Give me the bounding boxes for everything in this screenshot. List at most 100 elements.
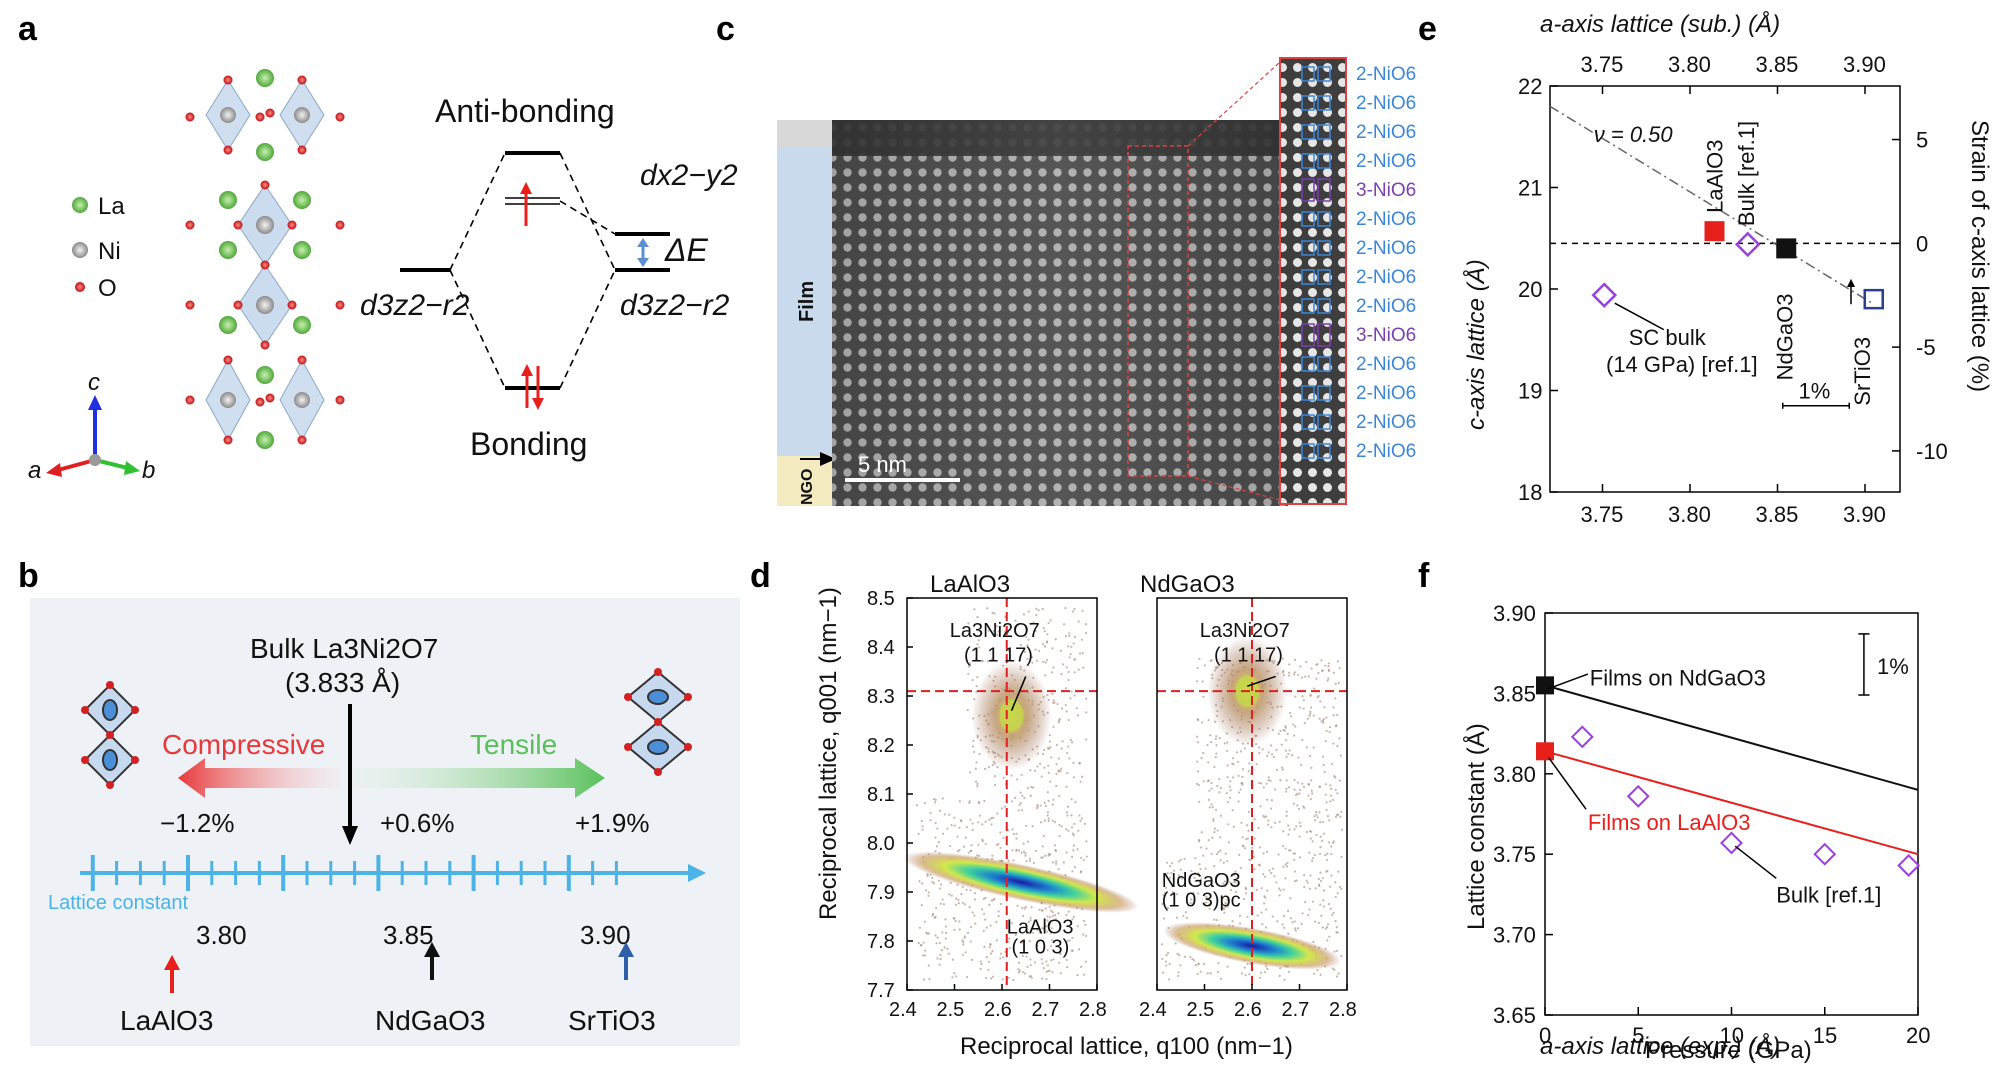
rsm-speckle: [1012, 832, 1015, 836]
rsm-speckle: [1044, 925, 1048, 928]
rsm-speckle: [932, 882, 936, 885]
rsm-speckle: [1061, 663, 1065, 666]
rsm-speckle: [1069, 697, 1072, 700]
tick-380: 3.80: [196, 920, 247, 950]
rsm-speckle: [1022, 842, 1025, 845]
rsm-speckle: [1320, 914, 1323, 917]
rsm-speckle: [1082, 933, 1085, 936]
rsm-lao: 2.4 2.5 2.6 2.7 2.8 7.7 7.8 7.9 8.0 8.1 8.2 8.3 8.4 8…: [867, 588, 1139, 1021]
rsm-speckle: [1269, 744, 1273, 747]
rsm-speckle: [999, 957, 1002, 960]
rsm-speckle: [1198, 840, 1201, 843]
rsm-speckle: [1226, 764, 1229, 767]
rsm-speckle: [1036, 803, 1039, 807]
rsm-speckle: [1015, 832, 1018, 835]
rsm-speckle: [1202, 962, 1206, 966]
atom-legend: La Ni O: [72, 193, 125, 302]
rsm-speckle: [1052, 861, 1055, 864]
y-tick-label: 8.3: [867, 686, 895, 708]
rsm-speckle: [984, 976, 988, 980]
rsm-speckle: [1166, 951, 1170, 955]
panel-label-f: f: [1418, 557, 1430, 595]
layer-box: [1317, 153, 1331, 169]
rsm-speckle: [968, 906, 971, 909]
rsm-speckle: [1208, 789, 1211, 792]
rsm-speckle: [1067, 645, 1070, 648]
rsm-speckle: [1258, 781, 1261, 784]
rsm-speckle: [941, 931, 944, 934]
substrate-label: NGO: [799, 469, 816, 505]
rsm-speckle: [1207, 798, 1211, 801]
rsm-speckle: [1002, 956, 1005, 959]
rsm-speckle: [1018, 969, 1021, 972]
rsm-speckle: [1165, 954, 1168, 957]
rsm-speckle: [1035, 613, 1038, 617]
rsm-speckle: [923, 954, 927, 957]
rsm-speckle: [1316, 969, 1319, 972]
x-top-tick-label: 3.75: [1581, 52, 1624, 77]
rsm-speckle: [1032, 861, 1035, 865]
rsm-speckle: [1236, 904, 1240, 907]
rsm-speckle: [1071, 870, 1074, 873]
rsm-speckle: [989, 942, 992, 946]
rsm-speckle: [955, 903, 958, 907]
rsm-speckle: [1196, 741, 1200, 744]
rsm-speckle: [1260, 971, 1263, 974]
rsm-speckle: [1073, 694, 1076, 697]
rsm-speckle: [992, 629, 996, 633]
rsm-speckle: [1242, 844, 1245, 847]
rsm-speckle: [1324, 927, 1327, 930]
rsm-speckle: [1017, 809, 1020, 812]
rsm-speckle: [1293, 734, 1296, 737]
rsm-speckle: [943, 813, 946, 816]
rsm-speckle: [934, 836, 937, 839]
rsm-speckle: [1339, 754, 1343, 757]
rsm-speckle: [1024, 854, 1027, 857]
rsm-speckle: [951, 976, 954, 979]
rsm-speckle: [1285, 755, 1288, 758]
rsm-speckle: [1033, 769, 1036, 772]
rsm-speckle: [1226, 860, 1229, 863]
rsm-speckle: [1234, 880, 1237, 883]
film-peak-label: La3Ni2O7: [1200, 620, 1290, 642]
rsm-speckle: [1024, 905, 1027, 908]
rsm-speckle: [1289, 711, 1292, 715]
rsm-speckle: [1293, 778, 1296, 782]
rsm-speckle: [1050, 671, 1054, 674]
rsm-speckle: [953, 917, 956, 920]
rsm-speckle: [1210, 740, 1213, 744]
y-tick-label: 18: [1518, 480, 1542, 505]
rsm-speckle: [1336, 892, 1339, 895]
rsm-speckle: [1051, 971, 1054, 974]
rsm-speckle: [1031, 661, 1034, 664]
rsm-speckle: [999, 952, 1003, 955]
e-xlabel: a-axis lattice (exp.) (Å): [1540, 1032, 1780, 1060]
rsm-speckle: [1172, 877, 1176, 881]
rsm-speckle: [1078, 652, 1082, 655]
rsm-speckle: [1042, 834, 1045, 837]
rsm-speckle: [1052, 666, 1055, 669]
rsm-speckle: [1198, 657, 1201, 660]
rsm-speckle: [1060, 747, 1063, 750]
rsm-speckle: [1308, 714, 1311, 718]
rsm-speckle: [1322, 905, 1325, 908]
rsm-speckle: [1333, 775, 1336, 778]
rsm-speckle: [1043, 748, 1046, 752]
compressive-label: Compressive: [162, 729, 325, 760]
bulk-title: Bulk La3Ni2O7: [250, 633, 438, 664]
rsm-speckle: [920, 944, 923, 947]
rsm-speckle: [965, 888, 968, 891]
rsm-speckle: [1222, 861, 1225, 864]
x-tick-label: 2.8: [1079, 999, 1107, 1021]
rsm-speckle: [1339, 815, 1342, 818]
panel-label-d: d: [750, 557, 771, 595]
rsm-speckle: [948, 813, 951, 816]
rsm-speckle: [1287, 833, 1290, 836]
rsm-speckle: [1282, 865, 1285, 868]
rsm-speckle: [1023, 648, 1026, 651]
rsm-speckle: [1084, 623, 1088, 626]
x-tick-label: 2.4: [889, 999, 917, 1021]
rsm-speckle: [1285, 739, 1288, 742]
x-tick-label: 10: [1720, 1023, 1744, 1048]
y-right-tick-label: 0: [1916, 231, 1928, 256]
